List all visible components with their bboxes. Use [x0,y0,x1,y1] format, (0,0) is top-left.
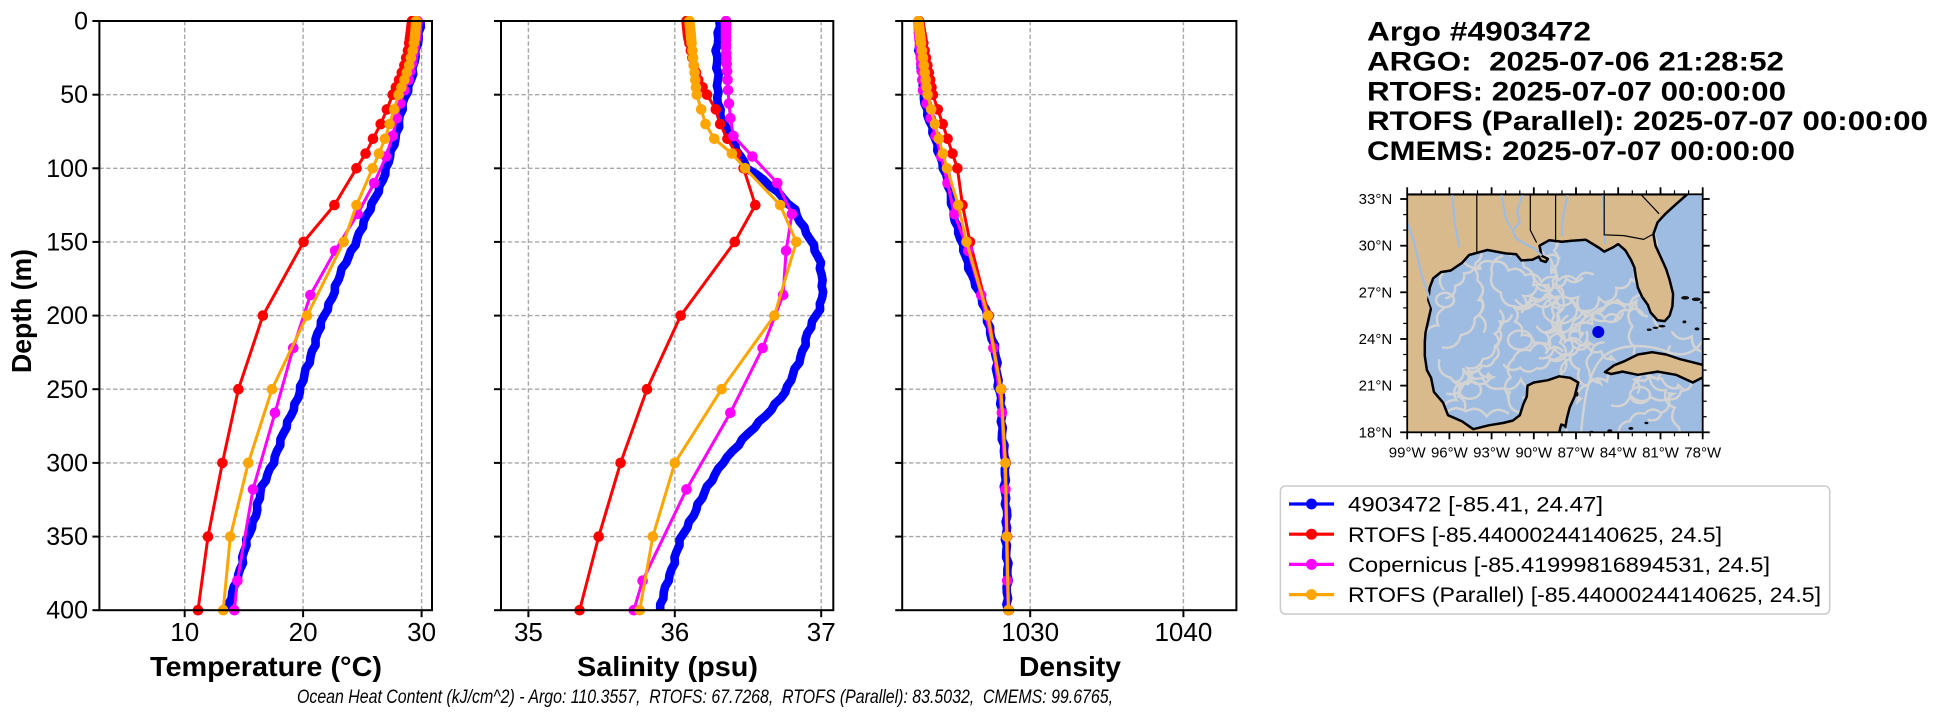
svg-text:87°W: 87°W [1558,444,1596,461]
svg-text:CMEMS: 2025-07-07 00:00:00: CMEMS: 2025-07-07 00:00:00 [1367,136,1795,166]
svg-text:4903472 [-85.41, 24.47]: 4903472 [-85.41, 24.47] [1348,494,1603,517]
svg-text:37: 37 [807,617,836,647]
svg-text:RTOFS (Parallel): 2025-07-07 0: RTOFS (Parallel): 2025-07-07 00:00:00 [1367,106,1928,136]
svg-text:Temperature (°C): Temperature (°C) [150,651,382,682]
svg-text:300: 300 [46,449,88,477]
svg-text:Density: Density [1019,651,1121,682]
svg-text:78°W: 78°W [1684,444,1722,461]
svg-text:30°N: 30°N [1359,238,1393,255]
svg-text:27°N: 27°N [1359,284,1393,301]
svg-text:400: 400 [46,597,88,625]
svg-text:0: 0 [74,8,88,36]
svg-text:RTOFS [-85.44000244140625, 24.: RTOFS [-85.44000244140625, 24.5] [1348,524,1722,547]
svg-text:10: 10 [170,617,199,647]
svg-text:ARGO: 2025-07-06 21:28:52: ARGO: 2025-07-06 21:28:52 [1367,47,1784,77]
svg-text:20: 20 [289,617,318,647]
svg-text:350: 350 [46,523,88,551]
svg-text:RTOFS: 2025-07-07 00:00:00: RTOFS: 2025-07-07 00:00:00 [1367,76,1786,106]
svg-text:96°W: 96°W [1431,444,1469,461]
svg-text:Ocean Heat Content (kJ/cm^2) -: Ocean Heat Content (kJ/cm^2) - Argo: 110… [297,687,1113,708]
svg-text:84°W: 84°W [1600,444,1638,461]
svg-text:1040: 1040 [1154,617,1212,647]
svg-text:33°N: 33°N [1359,191,1393,208]
svg-text:200: 200 [46,302,88,330]
svg-text:Argo #4903472: Argo #4903472 [1367,17,1591,47]
svg-text:Salinity (psu): Salinity (psu) [577,651,758,682]
svg-text:30: 30 [407,617,436,647]
svg-text:1030: 1030 [1001,617,1059,647]
svg-text:Depth (m): Depth (m) [6,249,37,373]
svg-text:35: 35 [514,617,543,647]
svg-text:99°W: 99°W [1389,444,1427,461]
svg-text:100: 100 [46,155,88,183]
svg-text:93°W: 93°W [1473,444,1511,461]
svg-text:90°W: 90°W [1515,444,1553,461]
svg-text:21°N: 21°N [1359,378,1393,395]
svg-text:18°N: 18°N [1359,424,1393,441]
svg-text:50: 50 [60,81,88,109]
svg-text:Copernicus [-85.41999816894531: Copernicus [-85.41999816894531, 24.5] [1348,554,1770,577]
svg-text:36: 36 [660,617,689,647]
svg-text:250: 250 [46,376,88,404]
svg-text:24°N: 24°N [1359,331,1393,348]
svg-text:81°W: 81°W [1642,444,1680,461]
svg-text:RTOFS (Parallel) [-85.44000244: RTOFS (Parallel) [-85.44000244140625, 24… [1348,584,1821,607]
svg-text:150: 150 [46,228,88,256]
